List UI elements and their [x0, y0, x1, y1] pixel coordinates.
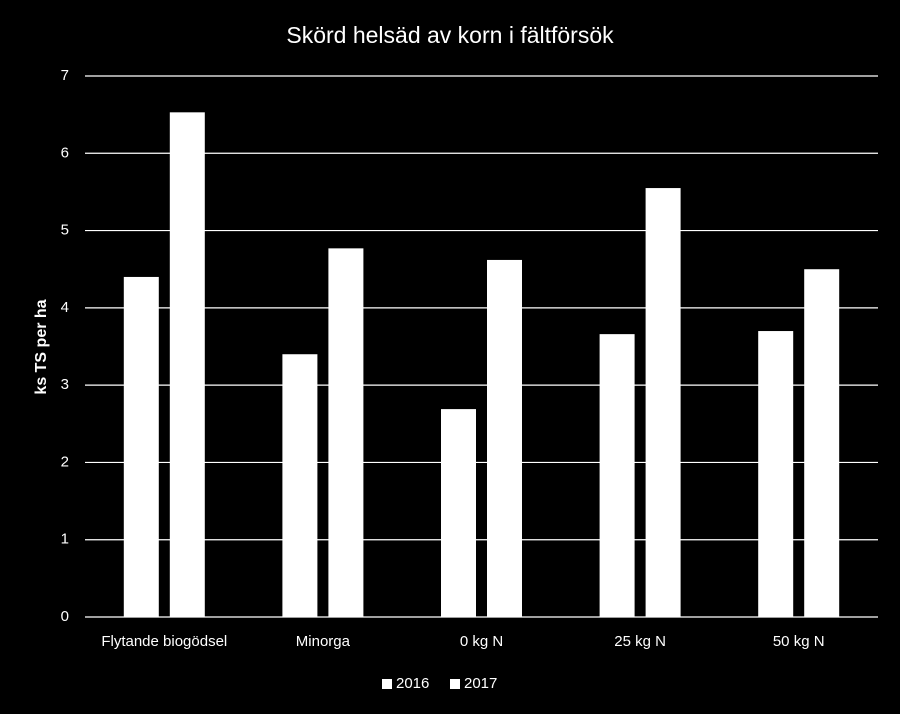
bar	[487, 259, 522, 617]
legend-swatch	[450, 679, 460, 689]
legend-label: 2016	[396, 675, 429, 692]
y-tick-label: 7	[61, 67, 69, 84]
chart-title: Skörd helsäd av korn i fältförsök	[286, 22, 614, 48]
legend-label: 2017	[464, 675, 497, 692]
bar	[645, 188, 681, 618]
bar	[123, 276, 159, 617]
y-tick-label: 5	[61, 222, 69, 239]
bar	[599, 334, 635, 617]
x-tick-label: 25 kg N	[614, 633, 666, 650]
bar	[804, 269, 840, 617]
y-axis-label: ks TS per ha	[33, 299, 50, 394]
legend-swatch	[382, 679, 392, 689]
y-tick-label: 0	[61, 608, 69, 625]
x-tick-label: 50 kg N	[773, 633, 825, 650]
bar	[441, 409, 476, 617]
x-tick-label: Flytande biogödsel	[101, 633, 227, 650]
bar	[328, 248, 364, 617]
x-tick-label: Minorga	[296, 633, 351, 650]
x-tick-label: 0 kg N	[460, 633, 503, 650]
y-tick-label: 6	[61, 144, 69, 161]
y-tick-label: 4	[61, 299, 69, 316]
bar	[282, 354, 318, 617]
y-tick-label: 1	[61, 531, 69, 548]
bar	[758, 331, 794, 617]
y-tick-label: 2	[61, 453, 69, 470]
bar	[169, 112, 205, 618]
y-tick-label: 3	[61, 376, 69, 393]
